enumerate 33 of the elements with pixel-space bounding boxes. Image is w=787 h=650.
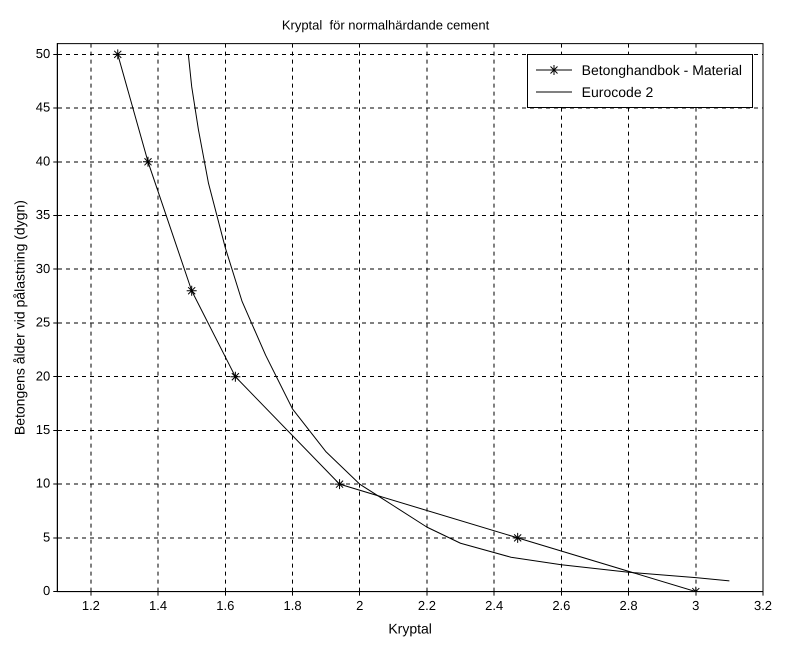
y-tick-label: 20 <box>36 368 50 384</box>
x-tick-label: 1.4 <box>149 598 168 613</box>
y-tick-label: 30 <box>36 260 50 276</box>
point <box>142 156 154 168</box>
y-axis-title: Betongens ålder vid pålastning (dygn) <box>11 200 28 436</box>
x-tick-label: 1.2 <box>82 598 100 613</box>
x-axis-title: Kryptal <box>388 620 432 636</box>
x-tick-label: 3 <box>692 598 700 613</box>
legend-label: Betonghandbok - Material <box>582 62 742 78</box>
point <box>334 478 346 490</box>
x-tick-label: 2.4 <box>485 598 504 613</box>
point <box>186 285 198 296</box>
x-tick-label: 2.8 <box>620 598 638 613</box>
x-tick-label: 1.6 <box>216 598 234 613</box>
y-tick-label: 5 <box>43 529 50 544</box>
x-tick-label: 2 <box>356 598 364 613</box>
x-tick-label: 1.8 <box>283 598 302 613</box>
x-tick-label: 2.6 <box>552 598 570 613</box>
y-tick-label: 40 <box>36 153 50 168</box>
y-tick-label: 0 <box>43 583 50 598</box>
chart-title: Kryptal för normalhärdande cement <box>282 17 490 32</box>
y-tick-label: 45 <box>36 100 50 115</box>
y-tick-label: 50 <box>36 46 50 61</box>
y-tick-label: 10 <box>36 476 50 491</box>
point <box>112 48 124 60</box>
legend-label: Eurocode 2 <box>582 84 654 100</box>
point <box>230 371 241 382</box>
point <box>512 532 524 544</box>
y-tick-label: 35 <box>36 207 50 222</box>
y-tick-label: 15 <box>36 422 50 437</box>
y-tick-label: 25 <box>36 314 50 330</box>
x-tick-label: 3.2 <box>754 598 772 613</box>
x-tick-label: 2.2 <box>418 598 436 613</box>
